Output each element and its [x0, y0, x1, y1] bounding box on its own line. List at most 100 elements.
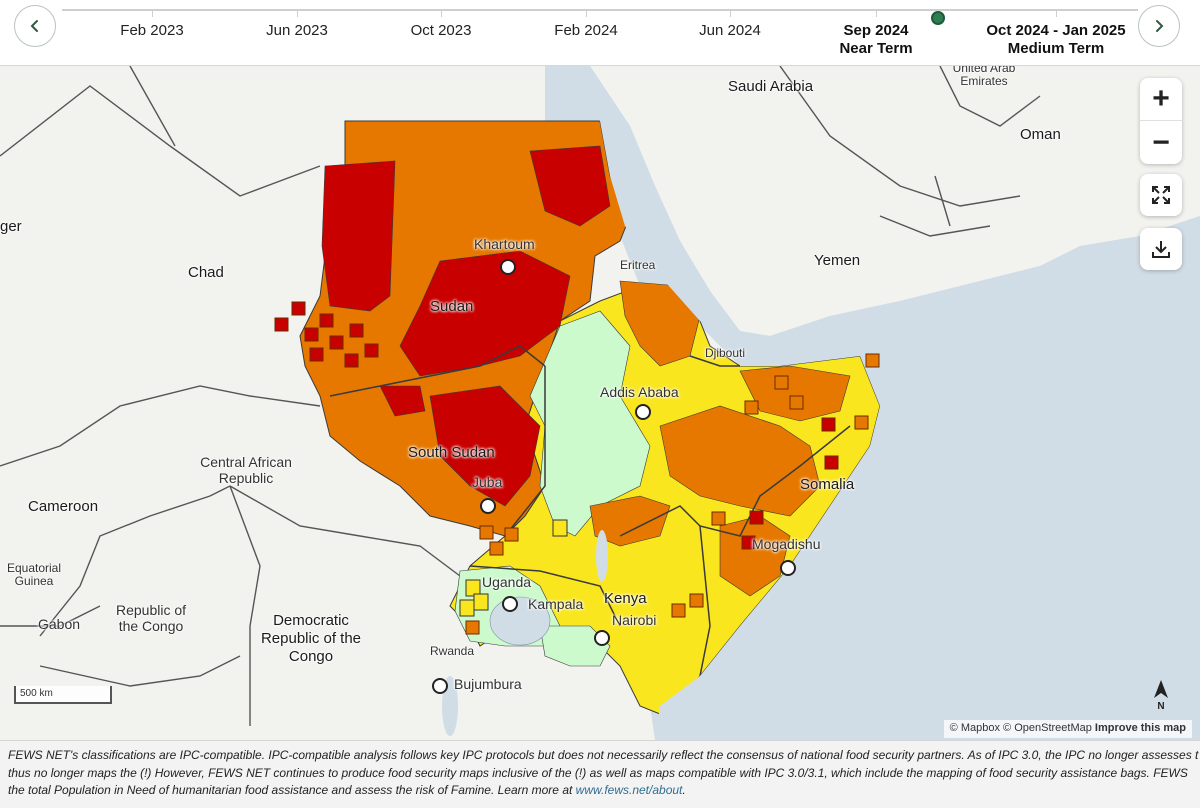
label-republic-of-the-congo: Republic of the Congo: [115, 602, 187, 634]
note-line-3-text: the total Population in Need of humanita…: [8, 783, 576, 797]
timeline-period-feb-2023[interactable]: Feb 2023: [120, 22, 184, 39]
timeline-current-marker[interactable]: [931, 11, 945, 25]
timeline-period-jun-2023[interactable]: Jun 2023: [266, 22, 328, 39]
timeline-period-oct-2023[interactable]: Oct 2023: [410, 22, 472, 39]
timeline-prev-button[interactable]: [14, 5, 56, 47]
attribution-osm[interactable]: © OpenStreetMap: [1003, 722, 1092, 734]
zoom-in-button[interactable]: +: [1140, 78, 1182, 121]
north-label: N: [1157, 701, 1164, 712]
lake-turkana: [596, 530, 608, 582]
label-addis-ababa: Addis Ababa: [600, 384, 679, 400]
region-ipc3-somalia-north: [739, 365, 851, 422]
note-line-3-end: .: [682, 783, 686, 797]
assistance-marker: [364, 343, 379, 358]
timeline-tick: [586, 9, 587, 17]
note-line-3: the total Population in Need of humanita…: [8, 782, 1192, 800]
timeline-period-jun-2024[interactable]: Jun 2024: [699, 22, 761, 39]
chevron-right-icon: [1156, 20, 1164, 32]
scale-bar: 500 km: [14, 686, 112, 704]
label-nairobi: Nairobi: [612, 612, 657, 628]
fews-about-link[interactable]: www.fews.net/about: [575, 783, 683, 797]
country-borders: [0, 66, 1041, 726]
capital-marker-addis-ababa: [635, 404, 651, 420]
classification-note: FEWS NET's classifications are IPC-compa…: [0, 740, 1200, 808]
assistance-marker: [329, 335, 344, 350]
capital-marker-kampala: [502, 596, 518, 612]
food-security-map[interactable]: Saudi Arabia United Arab Emirates Oman Y…: [0, 66, 1200, 740]
assistance-marker: [689, 593, 704, 608]
zoom-controls: + −: [1140, 78, 1182, 164]
assistance-marker: [465, 620, 480, 635]
assistance-marker: [319, 313, 334, 328]
label-oman: Oman: [1020, 126, 1061, 143]
label-khartoum: Khartoum: [474, 236, 535, 252]
assistance-marker: [711, 511, 726, 526]
assistance-marker: [489, 541, 504, 556]
timeline-tick: [730, 9, 731, 17]
timeline-tick: [876, 9, 877, 17]
assistance-marker: [504, 527, 519, 542]
timeline-bar: Feb 2023 Jun 2023 Oct 2023 Feb 2024 Jun …: [0, 0, 1200, 66]
assistance-marker: [349, 323, 364, 338]
region-ipc1-kenya-west: [539, 625, 611, 667]
assistance-marker: [854, 415, 869, 430]
assistance-marker: [479, 525, 494, 540]
label-yemen: Yemen: [814, 252, 861, 269]
note-line-1: FEWS NET's classifications are IPC-compa…: [8, 748, 1199, 762]
capital-marker-mogadishu: [780, 560, 796, 576]
chevron-left-icon: [30, 20, 38, 32]
assistance-marker: [774, 375, 789, 390]
label-gabon: Gabon: [38, 616, 81, 632]
label-car: Central African Republic: [200, 454, 292, 486]
label-cameroon: Cameroon: [28, 498, 99, 515]
timeline-tick: [152, 9, 153, 17]
zoom-out-button[interactable]: −: [1152, 125, 1170, 159]
assistance-marker: [824, 455, 839, 470]
region-ipc4-central-sudan: [399, 250, 571, 377]
region-ipc4-darfur: [321, 160, 396, 312]
attribution-mapbox[interactable]: © Mapbox: [949, 722, 1000, 734]
risk-marker: [552, 519, 568, 537]
assistance-marker: [789, 395, 804, 410]
capital-marker-khartoum: [500, 259, 516, 275]
assistance-marker: [291, 301, 306, 316]
label-uganda: Uganda: [482, 574, 532, 590]
timeline-period-sep-2024[interactable]: Sep 2024 Near Term: [839, 22, 913, 57]
download-icon: [1152, 241, 1170, 258]
red-sea: [545, 66, 740, 341]
label-sudan: Sudan: [430, 298, 474, 315]
assistance-marker: [744, 400, 759, 415]
label-niger: ger: [0, 218, 22, 235]
label-juba: Juba: [472, 474, 503, 490]
label-equatorial-guinea: Equatorial Guinea: [6, 561, 62, 588]
improve-map-link[interactable]: Improve this map: [1094, 722, 1186, 734]
capital-markers: [432, 259, 796, 694]
download-button[interactable]: [1140, 228, 1182, 270]
north-arrow-icon: N: [1154, 680, 1168, 712]
assistance-marker: [671, 603, 686, 618]
label-mogadishu: Mogadishu: [752, 536, 821, 552]
assistance-marker: [344, 353, 359, 368]
note-line-2: thus no longer maps the (!) However, FEW…: [8, 765, 1188, 780]
region-ipc3-ethiopia-east: [659, 405, 821, 517]
label-eritrea: Eritrea: [620, 258, 656, 272]
region-ipc4-south-sudan: [429, 385, 541, 507]
timeline-period-oct-2024-jan-2025[interactable]: Oct 2024 - Jan 2025 Medium Term: [986, 22, 1126, 57]
timeline-tick: [297, 9, 298, 17]
timeline-track[interactable]: [62, 9, 1138, 25]
timeline-period-feb-2024[interactable]: Feb 2024: [554, 22, 618, 39]
capital-marker-bujumbura: [432, 678, 448, 694]
fullscreen-button[interactable]: [1140, 174, 1182, 216]
label-bujumbura: Bujumbura: [454, 676, 522, 692]
label-kenya: Kenya: [604, 590, 647, 607]
label-chad: Chad: [188, 264, 224, 281]
label-uae: United Arab Emirates: [952, 66, 1016, 88]
region-ipc4-kordofan: [379, 385, 426, 417]
region-ipc3-kenya-north: [589, 495, 671, 547]
timeline-next-button[interactable]: [1138, 5, 1180, 47]
gulf-of-aden: [655, 216, 1200, 740]
risk-marker: [465, 579, 481, 597]
assistance-marker: [821, 417, 836, 432]
risk-marker: [473, 593, 489, 611]
capital-marker-nairobi: [594, 630, 610, 646]
